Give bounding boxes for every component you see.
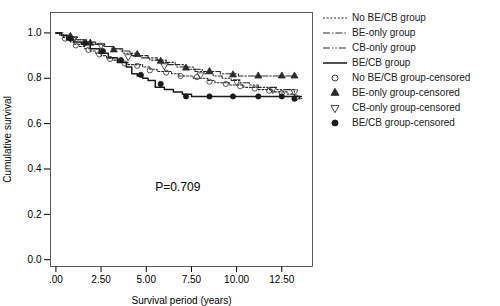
- html-text:BE-only group-censored: BE-only group-censored: [352, 87, 460, 98]
- html-text:No BE/CB group: No BE/CB group: [352, 12, 426, 23]
- svg-text:1.0: 1.0: [28, 27, 42, 38]
- svg-text:0.4: 0.4: [28, 163, 42, 174]
- svg-text:.00: .00: [49, 274, 63, 285]
- svg-text:10.00: 10.00: [224, 274, 249, 285]
- svg-text:Survival period (years): Survival period (years): [131, 295, 231, 306]
- svg-text:12.50: 12.50: [269, 274, 294, 285]
- html-text:CB-only group-censored: CB-only group-censored: [352, 102, 461, 113]
- svg-text:0.8: 0.8: [28, 72, 42, 83]
- svg-text:7.50: 7.50: [182, 274, 202, 285]
- svg-text:0.0: 0.0: [28, 254, 42, 265]
- svg-text:0.6: 0.6: [28, 118, 42, 129]
- html-text:BE/CB group-censored: BE/CB group-censored: [352, 117, 455, 128]
- svg-text:Cumulative survival: Cumulative survival: [2, 96, 13, 183]
- html-text:BE-only group: BE-only group: [352, 27, 416, 38]
- svg-text:2.50: 2.50: [91, 274, 111, 285]
- svg-text:P=0.709: P=0.709: [155, 180, 200, 194]
- html-text:No BE/CB group-censored: No BE/CB group-censored: [352, 72, 471, 83]
- html-text:CB-only group: CB-only group: [352, 42, 416, 53]
- html-text:BE/CB group: BE/CB group: [352, 57, 411, 68]
- svg-text:5.00: 5.00: [137, 274, 157, 285]
- svg-text:0.2: 0.2: [28, 209, 42, 220]
